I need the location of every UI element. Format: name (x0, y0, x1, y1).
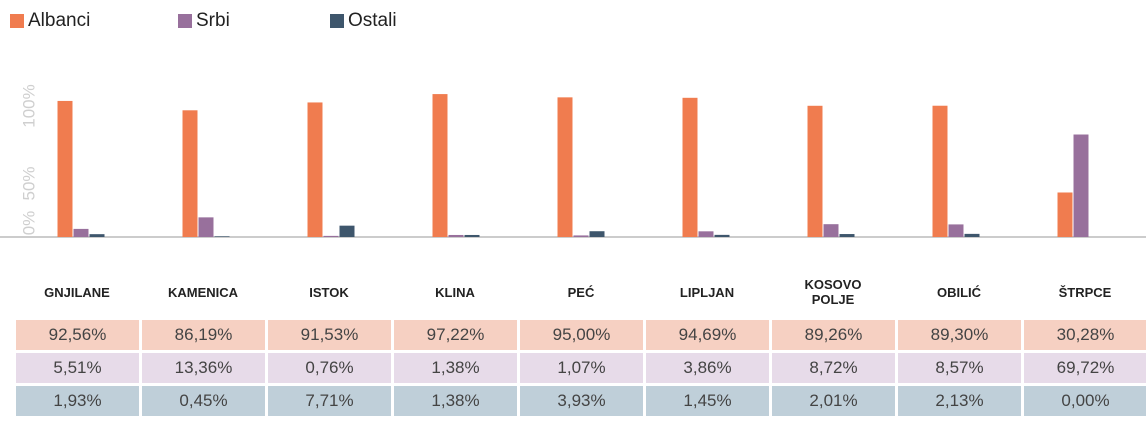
table-cell: 1,07% (520, 353, 643, 383)
table-cell: 94,69% (646, 320, 769, 350)
chart: Albanci Srbi Ostali 0% 50% 100% (0, 10, 1146, 238)
bar (823, 224, 839, 237)
table-cell: 1,38% (394, 386, 517, 416)
category-label: KLINA (435, 284, 475, 300)
table-cell: 1,38% (394, 353, 517, 383)
bar (589, 231, 605, 237)
legend-label: Albanci (28, 10, 90, 31)
bar (682, 97, 698, 238)
bar (948, 224, 964, 237)
table-cell: 0,45% (142, 386, 265, 416)
category-label: LIPLJAN (679, 284, 735, 300)
y-tick-label: 0% (19, 211, 38, 236)
bar (1057, 192, 1073, 237)
legend-label: Srbi (196, 10, 230, 31)
legend-label: Ostali (348, 10, 397, 31)
table-cell: 89,30% (898, 320, 1021, 350)
table-cell: 2,13% (898, 386, 1021, 416)
table-cell: 69,72% (1024, 353, 1146, 383)
category-label: ISTOK (309, 284, 349, 300)
bar (57, 100, 73, 237)
legend-swatch (178, 14, 192, 28)
bar (464, 234, 480, 237)
bar (839, 234, 855, 237)
bar (964, 233, 980, 237)
table-cell: 0,00% (1024, 386, 1146, 416)
legend-swatch (10, 14, 24, 28)
table-cell: 2,01% (772, 386, 895, 416)
y-tick-label: 50% (19, 166, 38, 200)
table-cell: 5,51% (16, 353, 139, 383)
category-label: PEĆ (567, 284, 595, 300)
category-label: GNJILANE (44, 284, 110, 300)
table-cell: 92,56% (16, 320, 139, 350)
table-cell: 89,26% (772, 320, 895, 350)
bar (198, 217, 214, 237)
bar (339, 225, 355, 237)
category-label: KAMENICA (167, 284, 239, 300)
table-cell: 91,53% (268, 320, 391, 350)
category-label: KOSOVO POLJE (804, 277, 862, 307)
bar (557, 97, 573, 237)
table-cell: 1,45% (646, 386, 769, 416)
category-label: ŠTRPCE (1058, 284, 1112, 300)
bar (182, 110, 198, 237)
legend-swatch (330, 14, 344, 28)
bar (1073, 134, 1089, 237)
y-tick-label: 100% (19, 84, 38, 127)
table-cell: 7,71% (268, 386, 391, 416)
bar (307, 102, 323, 237)
table-cell: 3,86% (646, 353, 769, 383)
table-cell: 97,22% (394, 320, 517, 350)
bar (323, 235, 339, 237)
bar (73, 228, 89, 237)
table-cell: 86,19% (142, 320, 265, 350)
table-cell: 13,36% (142, 353, 265, 383)
table-cell: 30,28% (1024, 320, 1146, 350)
category-label: OBILIĆ (936, 284, 982, 300)
bar (714, 234, 730, 237)
bar (807, 105, 823, 237)
bar (214, 236, 230, 237)
bar (432, 94, 448, 237)
table-cell: 8,57% (898, 353, 1021, 383)
bar (448, 234, 464, 237)
table-cell: 0,76% (268, 353, 391, 383)
table-cell: 3,93% (520, 386, 643, 416)
table-cell: 8,72% (772, 353, 895, 383)
bar (89, 234, 105, 237)
bar (932, 105, 948, 237)
table-cell: 95,00% (520, 320, 643, 350)
bar (573, 235, 589, 237)
table-cell: 1,93% (16, 386, 139, 416)
bar (698, 231, 714, 237)
